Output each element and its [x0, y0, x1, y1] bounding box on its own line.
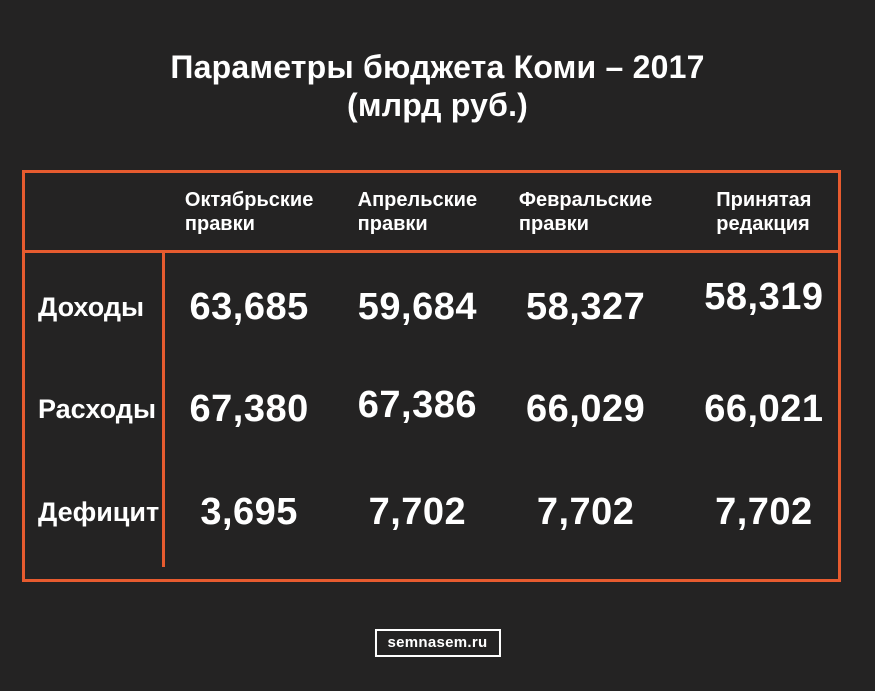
column-header-text: правки [357, 212, 428, 235]
table-cell-expenditures-april: 67,386 [357, 384, 477, 427]
row-label-revenues: Доходы [25, 253, 165, 362]
table-body: Доходы 63,685 59,684 58,327 58,319 Расхо… [25, 253, 838, 579]
column-header-text: Октябрьские [184, 188, 314, 211]
table-cell-revenues-october: 63,685 [189, 285, 309, 328]
table-cell-revenues-april: 59,684 [357, 285, 477, 328]
table-cell-deficit-adopted: 7,702 [715, 491, 813, 534]
table-cell-expenditures-october: 67,380 [189, 388, 309, 431]
table-cell-deficit-october: 3,695 [200, 491, 298, 534]
column-header-text: Принятая [716, 188, 812, 211]
table-cell-revenues-february: 58,327 [526, 285, 646, 328]
column-header-text: правки [518, 212, 589, 235]
column-header-text: правки [184, 212, 255, 235]
table-cell-expenditures-february: 66,029 [526, 388, 646, 431]
table-header-row: Октябрьские правки Апрельские правки Фев… [25, 173, 838, 253]
source-badge: semnasem.ru [374, 629, 501, 657]
column-header-text: редакция [716, 212, 810, 235]
table-cell-deficit-april: 7,702 [368, 491, 467, 534]
budget-table: Октябрьские правки Апрельские правки Фев… [22, 170, 841, 582]
table-cell-expenditures-adopted: 66,021 [704, 388, 824, 431]
table-cell-revenues-adopted: 58,319 [704, 275, 824, 318]
column-header-text: Февральские [518, 188, 653, 211]
column-header-february: Февральские правки [502, 188, 670, 236]
column-header-october: Октябрьские правки [165, 188, 333, 236]
table-cell-deficit-february: 7,702 [536, 491, 635, 534]
column-header-adopted: Принятая редакция [680, 188, 848, 236]
column-header-text: Апрельские [357, 188, 478, 211]
page-title: Параметры бюджета Коми – 2017 (млрд руб.… [0, 48, 875, 124]
row-label-deficit: Дефицит [25, 458, 165, 567]
row-label-expenditures: Расходы [25, 355, 165, 465]
column-header-april: Апрельские правки [333, 188, 501, 236]
page-title-line-2: (млрд руб.) [346, 87, 529, 123]
page-title-line-1: Параметры бюджета Коми – 2017 [170, 49, 705, 85]
